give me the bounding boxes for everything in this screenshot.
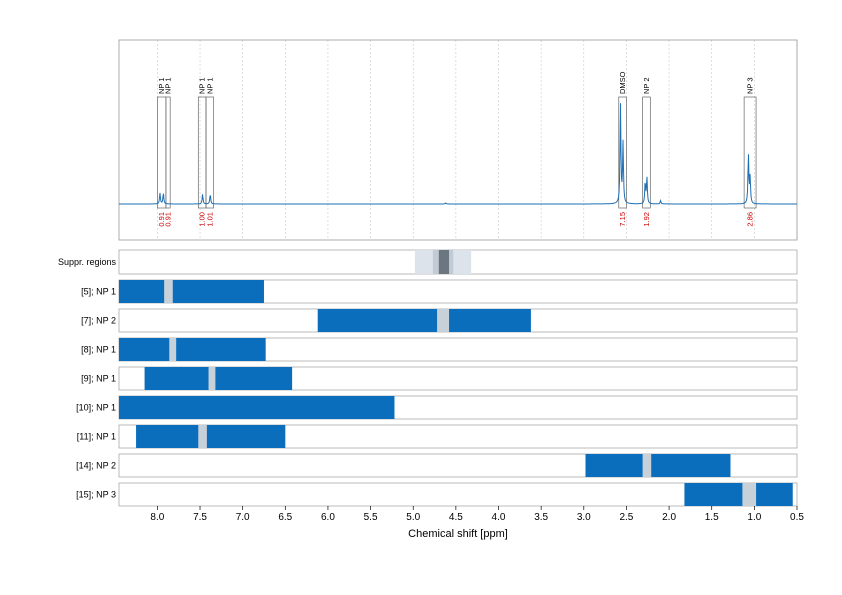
region-gap (198, 425, 207, 448)
row-frame (118, 424, 798, 449)
region-bar (317, 309, 438, 332)
suppr-inner (438, 250, 450, 274)
region-gap (642, 454, 652, 477)
spectrum-panel (118, 39, 798, 241)
region-row: [8]; NP 1 (81, 337, 798, 362)
annotation-label: NP 1 (205, 77, 214, 94)
integral-label: 2.86 (746, 212, 755, 227)
annotation-label: NP 1 (157, 77, 166, 94)
row-label: [7]; NP 2 (81, 316, 116, 326)
region-bar (449, 309, 531, 332)
annotation-box (197, 96, 207, 209)
annotation-label: NP 3 (746, 77, 755, 94)
row-label: [15]; NP 3 (76, 490, 116, 500)
annotation-label: DMSO (618, 71, 627, 94)
integral-label: 1.01 (205, 212, 214, 227)
region-gap (164, 280, 173, 303)
row-label: [14]; NP 2 (76, 461, 116, 471)
annotation-label: NP 1 (164, 77, 173, 94)
region-bar (206, 425, 286, 448)
tick-label: 5.0 (406, 512, 420, 523)
spectrum-line (119, 103, 797, 205)
annotation-box (157, 96, 167, 209)
region-gap (169, 338, 177, 361)
region-bar (585, 454, 643, 477)
region-row: [7]; NP 2 (81, 308, 798, 333)
region-row: [9]; NP 1 (81, 366, 798, 391)
region-bar (144, 367, 209, 390)
annotation-box (205, 96, 215, 209)
annotation-box (743, 96, 757, 209)
x-axis-ticks: 8.0 7.5 7.0 6.5 6.0 5.5 5.0 4.5 4.0 3.5 3.0 2.5 2.0 1… (150, 506, 804, 523)
region-row: [10]; NP 1 (76, 395, 798, 420)
annotation-box (165, 96, 171, 209)
tick-label: 4.5 (449, 512, 463, 523)
integral-label: 0.91 (157, 212, 166, 227)
region-rows: [5]; NP 1 [7]; NP 2 [8]; NP 1 [9]; NP 1 [10]… (76, 279, 798, 507)
region-row: [5]; NP 1 (81, 279, 798, 304)
tick-label: 1.0 (747, 512, 761, 523)
tick-label: 5.5 (364, 512, 378, 523)
region-bar (176, 338, 266, 361)
tick-label: 7.0 (236, 512, 250, 523)
suppression-regions-row: Suppr. regions (58, 249, 798, 275)
tick-label: 3.5 (534, 512, 548, 523)
row-label: [5]; NP 1 (81, 287, 116, 297)
tick-label: 3.0 (577, 512, 591, 523)
tick-label: 6.5 (278, 512, 292, 523)
integral-label: 1.00 (198, 212, 207, 227)
tick-label: 1.5 (705, 512, 719, 523)
row-label: [10]; NP 1 (76, 403, 116, 413)
vertical-grid (157, 40, 798, 240)
annotation-box (642, 96, 651, 209)
integral-label: 7.15 (618, 212, 627, 227)
x-axis-title: Chemical shift [ppm] (408, 528, 508, 540)
row-label: [8]; NP 1 (81, 345, 116, 355)
tick-label: 0.5 (790, 512, 804, 523)
integral-label: 0.91 (164, 212, 173, 227)
annotation-box (618, 96, 627, 209)
region-gap (437, 309, 450, 332)
row-label: [9]; NP 1 (81, 374, 116, 384)
tick-label: 2.0 (662, 512, 676, 523)
region-bar (651, 454, 731, 477)
region-row: [11]; NP 1 (77, 424, 798, 449)
region-bar (136, 425, 199, 448)
region-gap (742, 483, 757, 506)
tick-label: 6.0 (321, 512, 335, 523)
integral-label: 1.92 (642, 212, 651, 227)
region-row: [14]; NP 2 (76, 453, 798, 478)
tick-label: 4.0 (492, 512, 506, 523)
peak-annotations: NP 1 0.91 NP 1 0.91 NP 1 1.00 NP 1 1.01 DMSO 7.15… (157, 71, 757, 227)
region-bar (215, 367, 293, 390)
region-bar (119, 280, 165, 303)
tick-label: 7.5 (193, 512, 207, 523)
tick-label: 2.5 (619, 512, 633, 523)
annotation-label: NP 1 (198, 77, 207, 94)
row-label: [11]; NP 1 (77, 432, 116, 442)
region-bar (756, 483, 793, 506)
region-bar (119, 338, 170, 361)
row-frame (118, 482, 798, 507)
region-bar (684, 483, 743, 506)
region-gap (208, 367, 216, 390)
region-bar (119, 396, 395, 419)
tick-label: 8.0 (150, 512, 164, 523)
annotation-label: NP 2 (642, 77, 651, 94)
region-bar (172, 280, 264, 303)
suppr-label: Suppr. regions (58, 257, 117, 267)
region-row: [15]; NP 3 (76, 482, 798, 507)
